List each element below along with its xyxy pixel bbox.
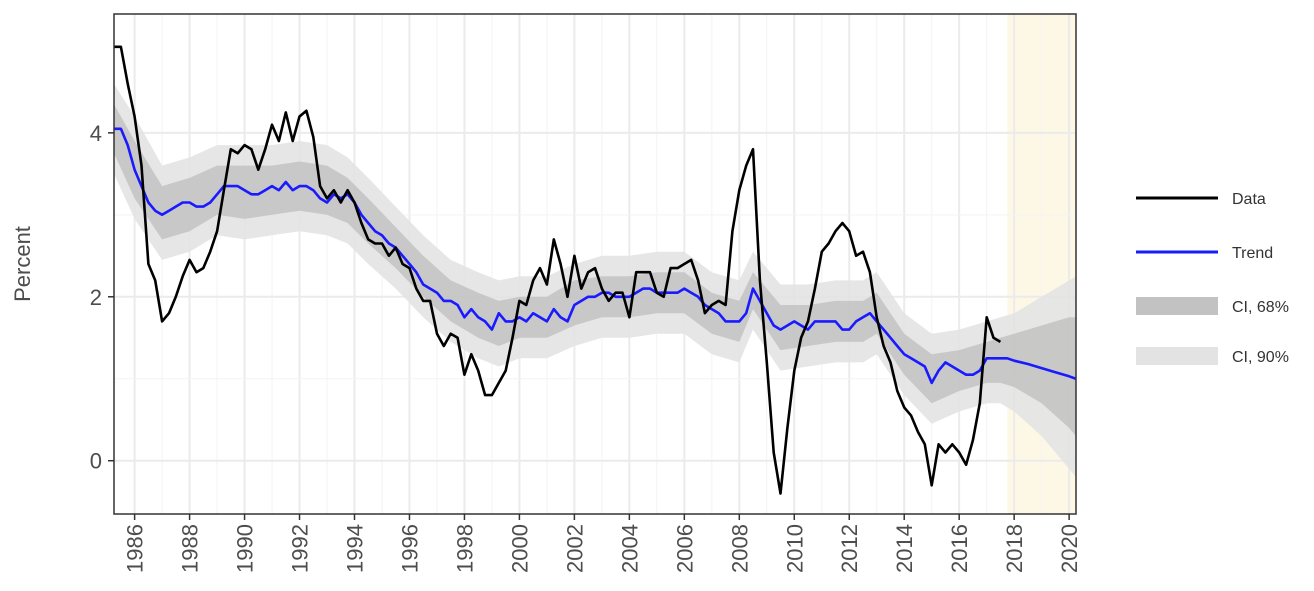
- legend-item: Data: [1136, 191, 1266, 208]
- x-tick-label: 1990: [233, 524, 258, 573]
- legend-key-band: [1136, 297, 1218, 315]
- y-tick-label: 2: [90, 285, 102, 310]
- x-tick-label: 1998: [452, 524, 477, 573]
- x-tick-label: 2000: [507, 524, 532, 573]
- y-tick-label: 4: [90, 121, 102, 146]
- y-axis: 0 2 4: [90, 121, 114, 474]
- legend-item: Trend: [1136, 245, 1273, 262]
- x-tick-label: 1986: [123, 524, 148, 573]
- trend-line: [114, 127, 1076, 385]
- legend-label: Data: [1232, 191, 1266, 208]
- legend-label: CI, 68%: [1232, 299, 1289, 316]
- x-tick-label: 2008: [727, 524, 752, 573]
- x-tick-label: 2004: [617, 524, 642, 573]
- legend-label: Trend: [1232, 245, 1273, 262]
- legend-key-band: [1136, 347, 1218, 365]
- legend: Data Trend CI, 68% CI, 90%: [1136, 191, 1289, 366]
- y-tick-label: 0: [90, 449, 102, 474]
- ci-68-band: [114, 104, 1076, 437]
- x-tick-label: 2010: [782, 524, 807, 573]
- x-tick-label: 2012: [837, 524, 862, 573]
- legend-item: CI, 90%: [1136, 347, 1289, 366]
- x-tick-label: 2016: [947, 524, 972, 573]
- x-tick-label: 1992: [288, 524, 313, 573]
- legend-item: CI, 68%: [1136, 297, 1289, 316]
- x-tick-label: 2020: [1057, 524, 1082, 573]
- x-tick-label: 2006: [672, 524, 697, 573]
- data-line: [114, 45, 1002, 495]
- y-axis-title: Percent: [10, 226, 35, 302]
- x-tick-label: 1988: [178, 524, 203, 573]
- plot-frame: [113, 13, 1077, 515]
- x-tick-label: 1994: [343, 524, 368, 573]
- x-tick-label: 2002: [562, 524, 587, 573]
- series-lines: [114, 45, 1076, 495]
- x-tick-label: 1996: [397, 524, 422, 573]
- x-tick-label: 2018: [1002, 524, 1027, 573]
- x-tick-label: 2014: [892, 524, 917, 573]
- x-axis: 1986 1988 1990 1992 1994 1996 1998 2000 2002 2004…: [123, 514, 1082, 573]
- legend-label: CI, 90%: [1232, 349, 1289, 366]
- confidence-bands: [114, 83, 1076, 478]
